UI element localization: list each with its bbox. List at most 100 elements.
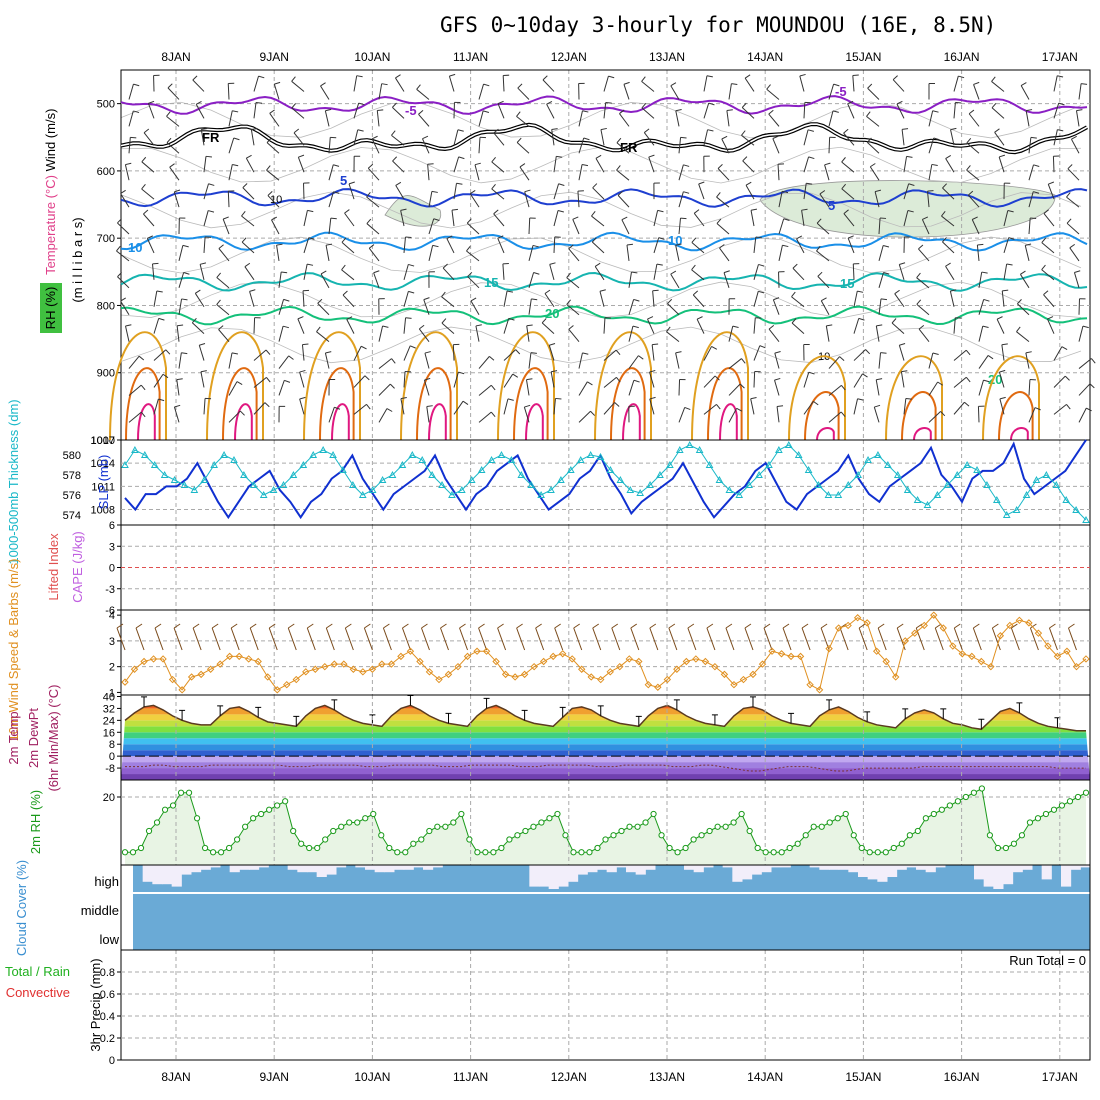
wind-barb-flag bbox=[297, 316, 304, 320]
wind10m-barb-flag bbox=[154, 623, 162, 629]
thickness-point bbox=[705, 460, 714, 468]
thickness-point bbox=[874, 450, 882, 458]
wind-barb-flag bbox=[691, 264, 696, 271]
wind-barb bbox=[478, 356, 490, 369]
wind-barb-flag bbox=[866, 111, 871, 117]
p3-ticklabel: 0 bbox=[109, 563, 115, 575]
wind-barb-flag bbox=[241, 237, 247, 243]
wind-barb bbox=[192, 79, 205, 92]
wind-barb-flag bbox=[732, 325, 739, 328]
thickness-point bbox=[150, 460, 159, 468]
wind-barb-flag bbox=[400, 397, 407, 400]
wind10m-barb bbox=[1029, 627, 1039, 651]
wind-barb-flag bbox=[866, 137, 872, 143]
wind-barb-flag bbox=[996, 316, 1003, 320]
wind-barb-flag bbox=[531, 298, 538, 301]
temp-minmax bbox=[217, 705, 224, 716]
rh2m-point bbox=[994, 844, 1002, 852]
bl-contour bbox=[998, 391, 1034, 441]
wind-barb bbox=[603, 317, 606, 334]
wind10m-point bbox=[121, 678, 129, 686]
wind-barb-flag bbox=[1071, 135, 1077, 140]
wind-barb-flag bbox=[269, 109, 275, 114]
wind10m-barb-flag bbox=[1068, 623, 1075, 629]
thickness-point bbox=[299, 460, 308, 468]
wind-barb-flag bbox=[768, 109, 774, 115]
rh2m-point bbox=[282, 798, 289, 805]
wind-barb bbox=[117, 276, 130, 289]
wind-barb-flag bbox=[526, 324, 533, 327]
wind-barb bbox=[453, 371, 459, 388]
isotherm-label: -5 bbox=[405, 103, 417, 118]
cloud-gap bbox=[297, 865, 308, 873]
wind-barb-flag bbox=[541, 318, 547, 324]
wind-barb bbox=[866, 141, 880, 154]
wind-barb-flag bbox=[162, 373, 169, 379]
wind-barb-flag bbox=[519, 163, 526, 168]
wind-barb bbox=[566, 277, 580, 289]
wind-barb-flag bbox=[942, 183, 948, 189]
wind-barb bbox=[1020, 85, 1030, 100]
wind-barb bbox=[542, 79, 555, 92]
wind-barb bbox=[291, 80, 305, 92]
wind-barb-flag bbox=[533, 272, 540, 275]
wind-barb bbox=[1053, 404, 1067, 415]
wind-barb bbox=[641, 80, 655, 92]
wind10m-barb-flag bbox=[858, 623, 866, 629]
p1-ticklabel: 1000 bbox=[91, 435, 115, 447]
wind10m-point bbox=[825, 644, 833, 653]
wind-barb-flag bbox=[1089, 383, 1095, 389]
wind10m-point bbox=[635, 657, 643, 666]
wind-barb bbox=[568, 248, 580, 262]
p8-ticklabel: 0.2 bbox=[100, 1033, 115, 1045]
wind-barb bbox=[176, 379, 180, 396]
wind-barb bbox=[378, 83, 383, 100]
wind-barb bbox=[441, 322, 455, 335]
rh2m-point bbox=[778, 849, 785, 856]
wind-barb-flag bbox=[616, 377, 621, 383]
wind-barb bbox=[328, 191, 334, 208]
wind-barb bbox=[391, 134, 405, 146]
wind-barb bbox=[778, 218, 785, 235]
wind-barb bbox=[916, 303, 930, 316]
wind-barb-flag bbox=[605, 101, 612, 104]
wind-barb bbox=[178, 245, 184, 262]
wind-barb-flag bbox=[972, 216, 978, 220]
wind-barb-flag bbox=[344, 209, 350, 214]
wind-barb-flag bbox=[813, 400, 819, 406]
wind-barb bbox=[503, 290, 508, 307]
wind-barb bbox=[728, 358, 742, 369]
wind-barb bbox=[147, 103, 155, 119]
temp-minmax bbox=[826, 699, 833, 710]
wind-barb-flag bbox=[615, 349, 621, 356]
wind-barb bbox=[945, 158, 955, 173]
wind-barb-flag bbox=[982, 325, 989, 328]
wind-barb-flag bbox=[638, 355, 644, 360]
wind-barb-flag bbox=[348, 181, 355, 185]
wind-barb-flag bbox=[512, 373, 519, 378]
day-label-bottom: 15JAN bbox=[845, 1070, 881, 1084]
wind-barb bbox=[776, 406, 780, 423]
wind10m-barb bbox=[325, 627, 335, 651]
wind-barb bbox=[1053, 375, 1066, 388]
wind10m-point bbox=[482, 647, 491, 655]
wind10m-barb bbox=[478, 627, 488, 651]
rh2m-point bbox=[1034, 815, 1042, 822]
wind-barb bbox=[191, 322, 205, 335]
thickness-point bbox=[1002, 510, 1011, 518]
rh2m-point bbox=[490, 849, 497, 856]
rh2m-point bbox=[650, 810, 657, 818]
wind-barb bbox=[891, 322, 905, 335]
wind-barb bbox=[528, 298, 532, 315]
rh2m-point bbox=[954, 798, 961, 805]
cloud-gap bbox=[307, 865, 318, 873]
wind-barb bbox=[568, 328, 580, 342]
wind-barb-flag bbox=[950, 127, 957, 131]
wind-barb-flag bbox=[999, 369, 1006, 373]
wind10m-barb bbox=[268, 627, 278, 651]
wind-barb-flag bbox=[933, 137, 940, 141]
wind-barb bbox=[400, 398, 405, 415]
wind10m-point bbox=[264, 673, 272, 681]
wind-barb bbox=[953, 401, 965, 415]
